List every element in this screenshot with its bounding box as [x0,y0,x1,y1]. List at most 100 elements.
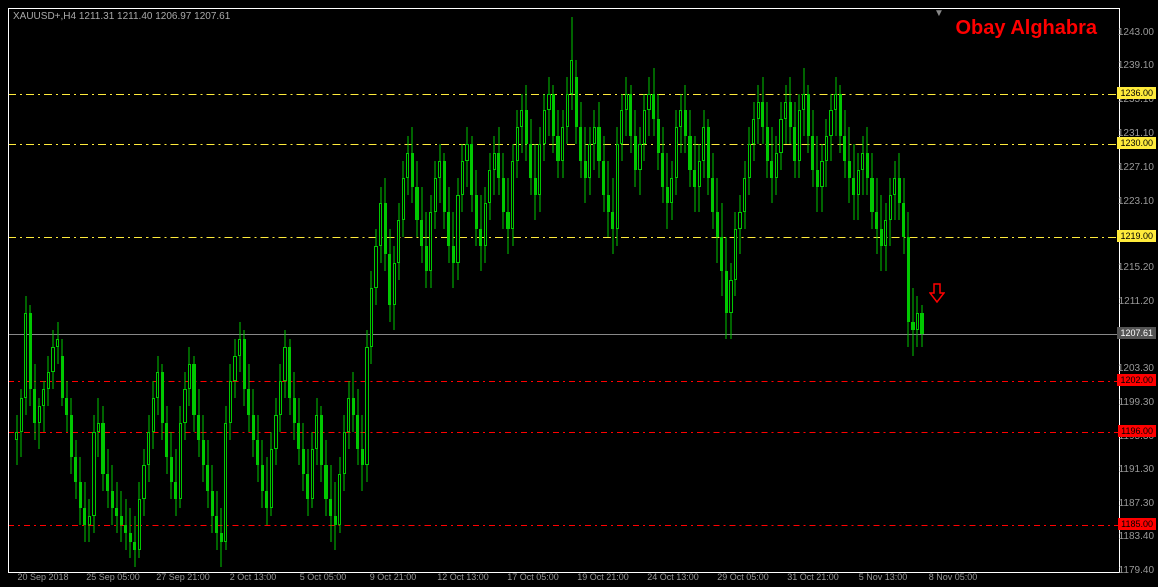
candlestick[interactable] [147,415,150,483]
candlestick[interactable] [488,153,491,221]
candlestick[interactable] [465,127,468,186]
candlestick[interactable] [247,364,250,432]
candlestick[interactable] [215,491,218,550]
candlestick[interactable] [356,389,359,465]
candlestick[interactable] [293,372,296,440]
candlestick[interactable] [101,406,104,491]
candlestick[interactable] [384,178,387,271]
candlestick[interactable] [434,161,437,229]
candlestick[interactable] [889,178,892,246]
candlestick[interactable] [529,119,532,195]
candlestick[interactable] [479,195,482,271]
candlestick[interactable] [497,127,500,195]
candlestick[interactable] [129,508,132,559]
candlestick[interactable] [666,153,669,229]
candlestick[interactable] [70,398,73,474]
candlestick[interactable] [202,415,205,483]
candlestick[interactable] [534,144,537,220]
candlestick[interactable] [324,440,327,516]
candlestick[interactable] [661,127,664,203]
candlestick[interactable] [374,229,377,305]
candlestick[interactable] [347,381,350,449]
candlestick[interactable] [525,85,528,161]
candlestick[interactable] [379,187,382,263]
candlestick[interactable] [684,85,687,153]
candlestick[interactable] [138,482,141,558]
candlestick[interactable] [625,77,628,136]
candlestick[interactable] [880,195,883,271]
candlestick[interactable] [174,449,177,517]
candlestick[interactable] [206,440,209,508]
candlestick[interactable] [556,110,559,178]
candlestick[interactable] [543,94,546,162]
candlestick[interactable] [820,144,823,212]
candlestick[interactable] [611,178,614,254]
candlestick[interactable] [779,102,782,170]
candlestick[interactable] [315,398,318,466]
candlestick[interactable] [757,85,760,144]
candlestick[interactable] [475,170,478,246]
candlestick[interactable] [607,161,610,237]
candlestick[interactable] [397,203,400,279]
candlestick[interactable] [807,85,810,153]
candlestick[interactable] [106,449,109,508]
candlestick[interactable] [784,85,787,144]
candlestick[interactable] [270,432,273,517]
candlestick[interactable] [566,77,569,145]
candlestick[interactable] [816,136,819,212]
candlestick[interactable] [893,161,896,220]
candlestick[interactable] [861,136,864,195]
candlestick[interactable] [238,322,241,373]
candlestick[interactable] [461,144,464,212]
candlestick[interactable] [42,381,45,432]
candlestick[interactable] [406,136,409,195]
candlestick[interactable] [852,144,855,220]
candlestick[interactable] [74,440,77,499]
candlestick[interactable] [584,127,587,203]
candlestick[interactable] [898,153,901,221]
candlestick[interactable] [638,127,641,195]
candlestick[interactable] [725,237,728,338]
candlestick[interactable] [447,187,450,263]
candlestick[interactable] [911,288,914,356]
candlestick[interactable] [283,330,286,398]
candlestick[interactable] [156,356,159,415]
candlestick[interactable] [570,17,573,110]
candlestick[interactable] [20,389,23,457]
candlestick[interactable] [506,178,509,254]
horizontal-level-line[interactable] [9,525,1119,526]
candlestick[interactable] [124,499,127,550]
candlestick[interactable] [142,449,145,517]
candlestick[interactable] [766,102,769,178]
candlestick[interactable] [306,449,309,517]
candlestick[interactable] [456,178,459,279]
candlestick[interactable] [252,389,255,457]
candlestick[interactable] [197,389,200,457]
candlestick[interactable] [770,127,773,203]
dropdown-triangle-icon[interactable]: ▼ [934,8,944,19]
candlestick[interactable] [511,144,514,245]
candlestick[interactable] [24,296,27,414]
candlestick[interactable] [361,415,364,491]
candlestick[interactable] [752,102,755,161]
candlestick[interactable] [415,161,418,237]
candlestick[interactable] [902,178,905,254]
candlestick[interactable] [188,347,191,406]
candlestick[interactable] [670,161,673,220]
candlestick[interactable] [88,499,91,541]
candlestick[interactable] [679,94,682,153]
candlestick[interactable] [29,305,32,406]
candlestick[interactable] [133,516,136,567]
candlestick[interactable] [83,482,86,541]
candlestick[interactable] [647,77,650,136]
candlestick[interactable] [420,187,423,263]
candlestick[interactable] [265,457,268,525]
candlestick[interactable] [56,322,59,364]
candlestick[interactable] [729,263,732,339]
candlestick[interactable] [761,77,764,145]
horizontal-level-line[interactable] [9,237,1119,238]
candlestick[interactable] [402,161,405,237]
candlestick[interactable] [575,60,578,145]
candlestick[interactable] [634,110,637,186]
candlestick[interactable] [179,406,182,507]
